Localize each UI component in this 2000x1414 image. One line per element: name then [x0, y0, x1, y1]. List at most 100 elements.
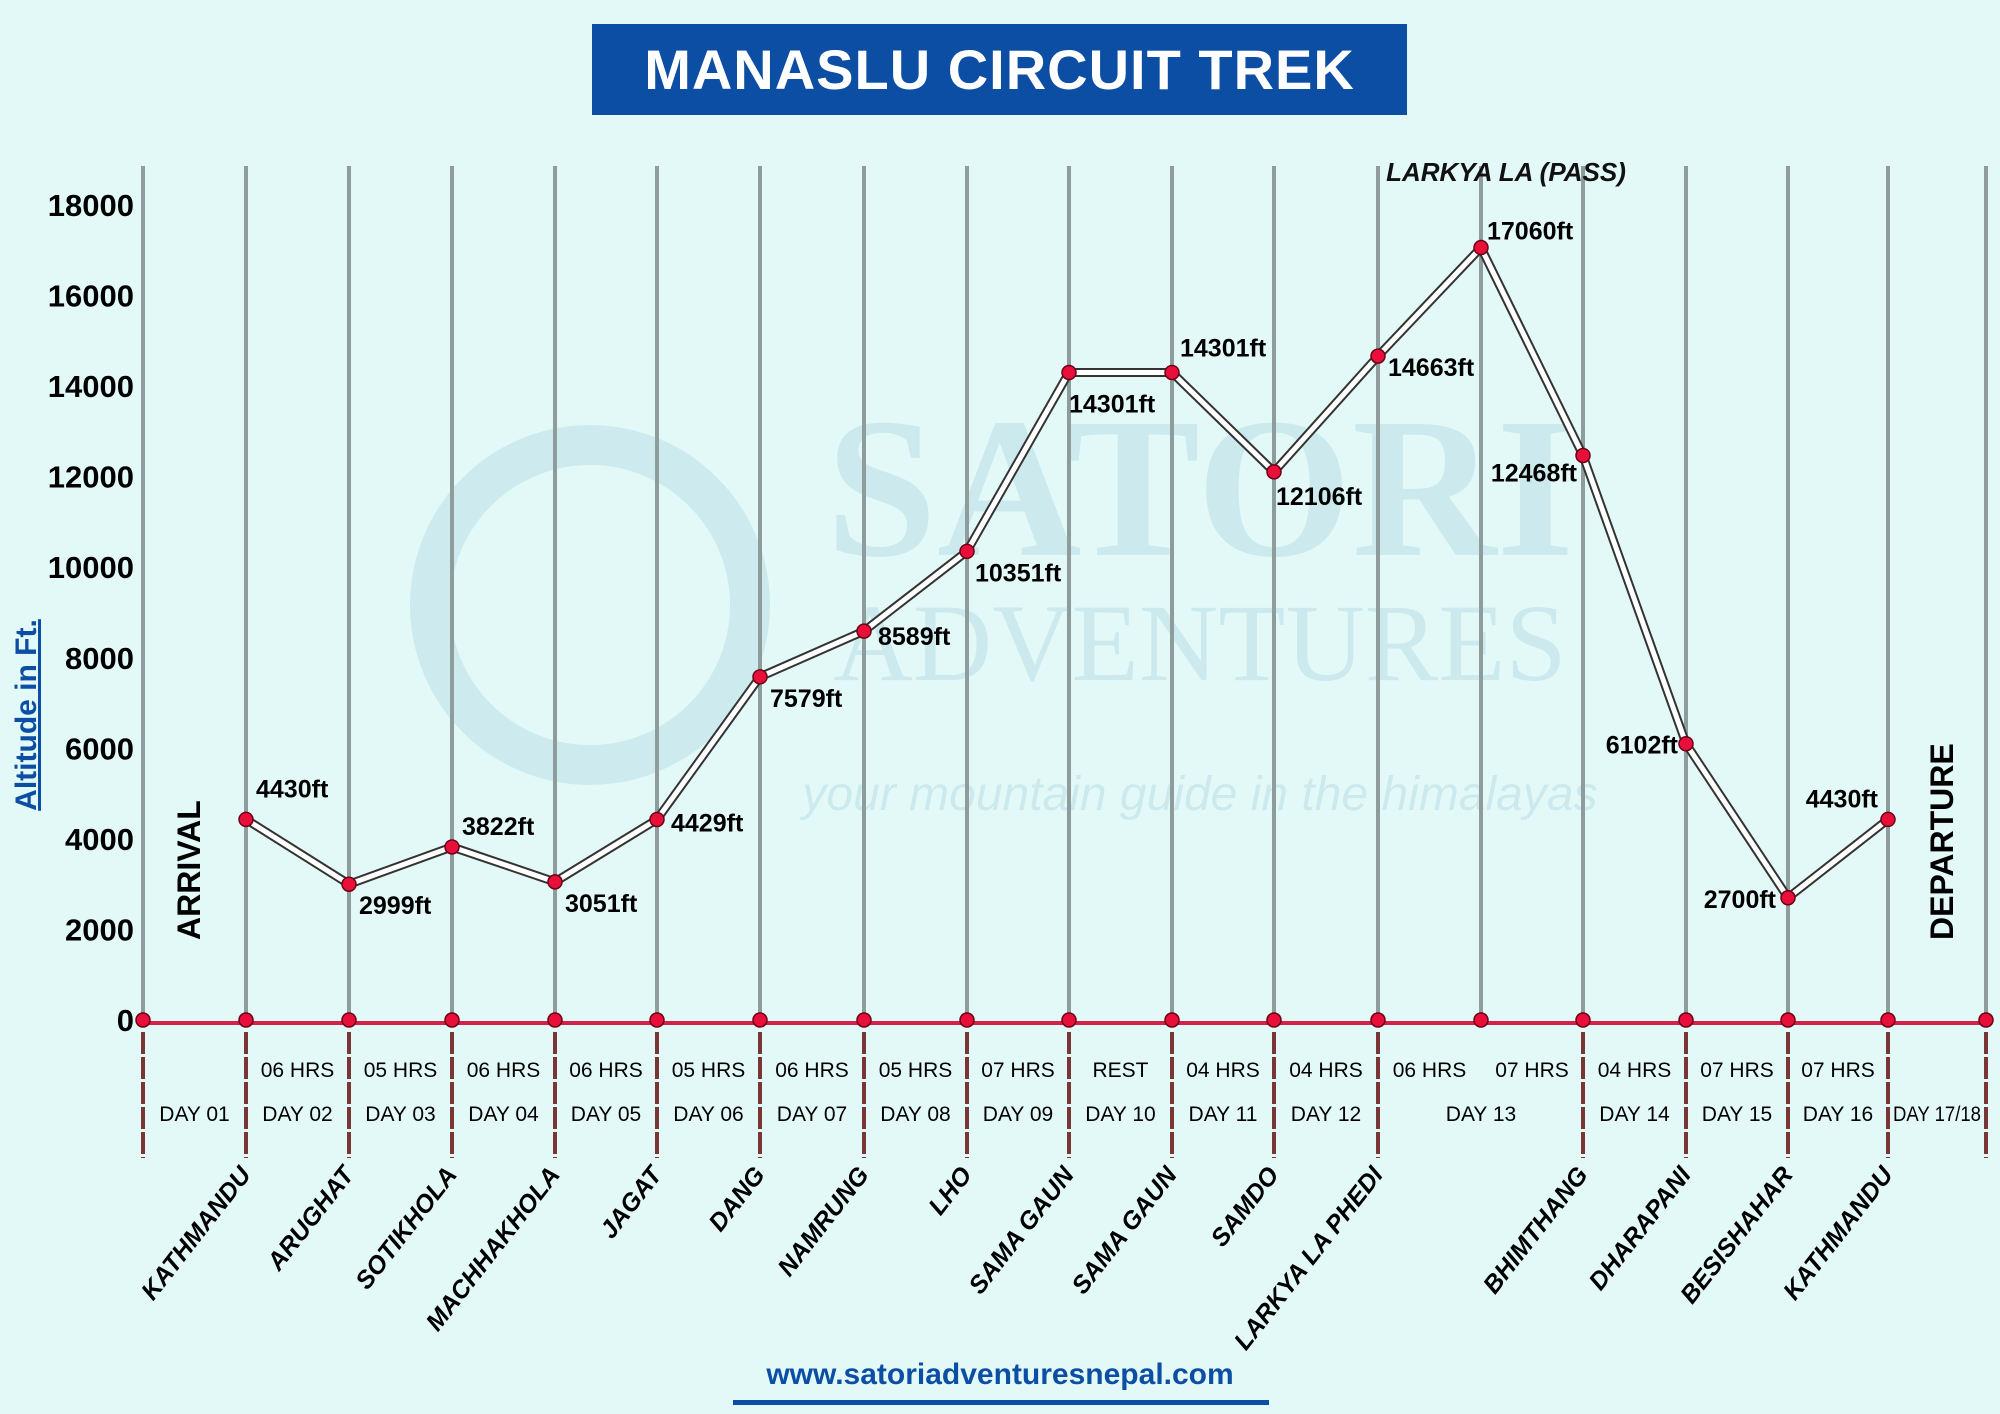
hours-label: 07 HRS [1700, 1059, 1774, 1082]
y-tick-label: 10000 [48, 550, 134, 585]
day-label: DAY 05 [571, 1103, 641, 1126]
page-title: MANASLU CIRCUIT TREK [592, 24, 1407, 115]
place-label: LHO [923, 1161, 978, 1220]
watermark-brand: SATORI [826, 378, 1574, 599]
day-label: DAY 17/18 [1893, 1103, 1981, 1126]
place-label: KATHMANDU [136, 1161, 258, 1306]
watermark-tagline: your mountain guide in the himalayas [799, 768, 1597, 821]
hours-label: 07 HRS [1495, 1059, 1569, 1082]
y-tick-label: 12000 [48, 460, 134, 495]
baseline-marker [856, 1012, 872, 1028]
day-label: DAY 12 [1291, 1103, 1361, 1126]
hours-label: 06 HRS [467, 1059, 541, 1082]
data-label: 2999ft [359, 892, 432, 920]
data-point [1880, 811, 1896, 828]
day-label: DAY 09 [983, 1103, 1053, 1126]
baseline-marker [1678, 1012, 1694, 1028]
data-label: 3051ft [565, 890, 638, 918]
y-tick-label: 14000 [48, 369, 134, 404]
y-tick-label: 2000 [65, 912, 134, 947]
baseline-marker [959, 1012, 975, 1028]
y-tick-label: 4000 [65, 822, 134, 857]
day-label: DAY 14 [1599, 1103, 1670, 1126]
place-label: NAMRUNG [772, 1161, 874, 1281]
data-label: 6102ft [1606, 732, 1679, 760]
data-label: 14301ft [1069, 390, 1156, 418]
data-point [959, 543, 975, 560]
place-label: SAMA GAUN [963, 1161, 1080, 1300]
baseline-marker [444, 1012, 460, 1028]
day-label: DAY 11 [1189, 1103, 1258, 1126]
hours-label: REST [1092, 1059, 1148, 1082]
data-label: 12106ft [1276, 483, 1363, 511]
baseline-marker [1061, 1012, 1077, 1028]
data-point [1780, 890, 1796, 906]
peak-annotation: LARKYA LA (PASS) [1386, 157, 1626, 187]
hours-label: 06 HRS [1393, 1059, 1467, 1082]
data-point [341, 876, 357, 892]
hours-label: 07 HRS [1801, 1059, 1875, 1082]
departure-label: DEPARTURE [1924, 743, 1960, 940]
baseline-marker [1880, 1012, 1896, 1028]
data-point [1575, 447, 1591, 464]
day-label: DAY 04 [468, 1103, 539, 1126]
data-label: 10351ft [975, 559, 1062, 587]
data-label: 4429ft [671, 809, 744, 837]
data-label: 4430ft [256, 775, 329, 803]
data-point [856, 623, 872, 639]
place-label: DANG [703, 1161, 770, 1236]
data-point [752, 669, 768, 685]
data-label: 14301ft [1180, 334, 1267, 362]
hours-label: 04 HRS [1186, 1059, 1260, 1082]
y-tick-label: 6000 [65, 731, 134, 766]
y-tick-label: 18000 [48, 188, 134, 223]
website-underline [733, 1400, 1269, 1405]
watermark-subtitle: ADVENTURES [833, 582, 1566, 704]
baseline-marker [1370, 1012, 1386, 1028]
day-label: DAY 13 [1446, 1103, 1516, 1126]
data-point [1370, 348, 1386, 364]
day-label: DAY 08 [880, 1103, 950, 1126]
place-label: SOTIKHOLA [350, 1161, 463, 1294]
baseline-marker [1473, 1012, 1489, 1028]
place-label: SAMA GAUN [1066, 1161, 1183, 1300]
baseline-marker [752, 1012, 768, 1028]
place-label: SAMDO [1205, 1161, 1285, 1252]
hours-label: 05 HRS [879, 1059, 953, 1082]
day-label: DAY 01 [159, 1103, 229, 1126]
website-link[interactable]: www.satoriadventuresnepal.com [766, 1358, 1234, 1391]
data-point [1061, 364, 1077, 381]
day-label: DAY 16 [1803, 1103, 1873, 1126]
baseline-marker [238, 1012, 254, 1028]
hours-label: 05 HRS [364, 1059, 438, 1082]
baseline-marker [341, 1012, 357, 1028]
hours-label: 06 HRS [775, 1059, 849, 1082]
hours-label: 06 HRS [569, 1059, 643, 1082]
place-label: BHIMTHANG [1478, 1161, 1594, 1299]
data-point [547, 874, 563, 890]
data-point [1678, 735, 1694, 752]
data-point [238, 811, 254, 828]
place-label: JAGAT [595, 1159, 670, 1244]
data-label: 8589ft [878, 623, 951, 651]
day-label: DAY 15 [1702, 1103, 1772, 1126]
hours-label: 05 HRS [672, 1059, 746, 1082]
baseline-marker [1978, 1012, 1994, 1028]
y-tick-label: 8000 [65, 641, 134, 676]
data-label: 7579ft [770, 685, 843, 713]
place-label: DHARAPANI [1583, 1161, 1697, 1296]
day-label: DAY 02 [262, 1103, 332, 1126]
data-point [649, 811, 665, 828]
data-point [444, 839, 460, 855]
day-label: DAY 10 [1085, 1103, 1155, 1126]
hours-label: 04 HRS [1289, 1059, 1363, 1082]
arrival-label: ARRIVAL [171, 800, 207, 940]
y-tick-label: 16000 [48, 279, 134, 314]
data-label: 12468ft [1491, 459, 1578, 487]
watermark-seal [410, 425, 770, 785]
y-axis-label: Altitude in Ft. [10, 619, 43, 811]
place-label: ARUGHAT [261, 1159, 361, 1276]
hours-label: 06 HRS [261, 1059, 335, 1082]
watermark: SATORI ADVENTURES your mountain guide in… [410, 378, 1598, 821]
